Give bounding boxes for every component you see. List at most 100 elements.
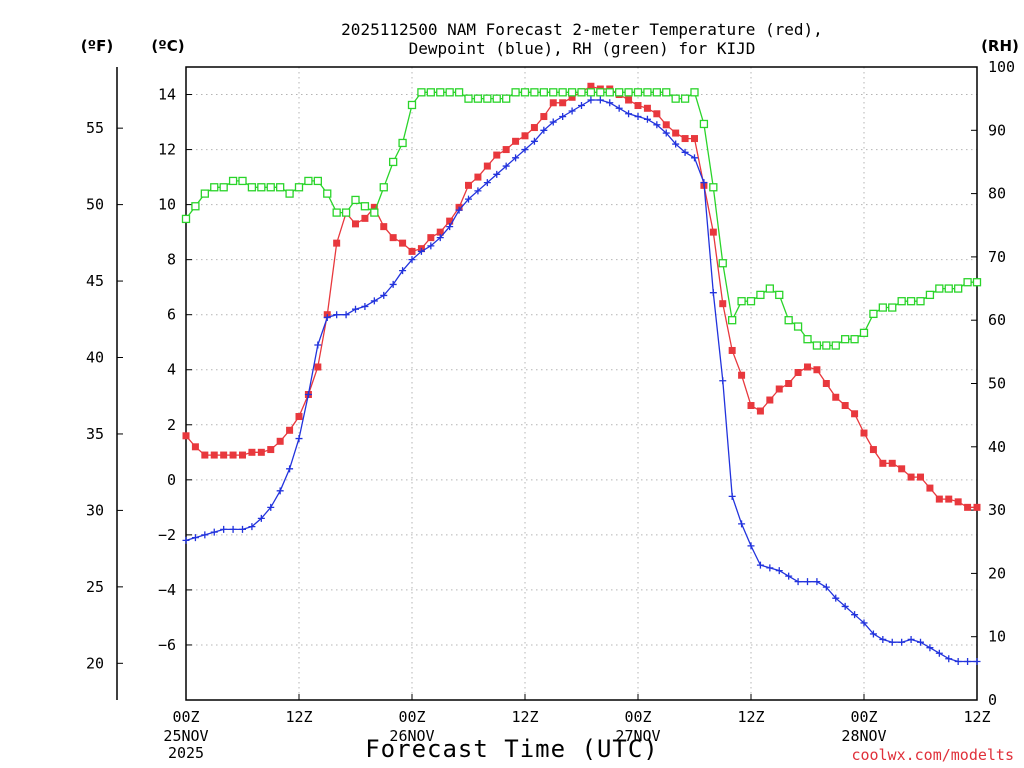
dewpoint-point [408,256,416,264]
dewpoint-point [813,578,821,586]
dewpoint-point [483,179,491,187]
temperature-point [512,137,520,145]
dewpoint-point [615,104,623,112]
fahrenheit-unit-label: (ºF) [81,37,113,55]
temperature-point [257,448,265,456]
rh-point [662,88,671,97]
dewpoint-point [691,154,698,162]
rh-point [784,316,793,325]
temperature-point [738,371,746,379]
dewpoint-point [304,391,312,399]
temperature-point [935,495,943,503]
dewpoint-point [427,242,435,250]
temperature-point [945,495,953,503]
temperature-point [521,132,529,140]
dewpoint-point [643,115,651,123]
rh-point [718,259,727,268]
temperature-point [474,173,482,181]
fahrenheit-tick-label: 30 [86,501,104,519]
rh-point [775,290,784,300]
celsius-tick-label: −2 [158,526,176,544]
rh-point [360,202,370,211]
temperature-point [210,451,218,459]
rh-point [765,284,774,293]
rh-point [803,335,812,344]
dewpoint-point [822,583,830,591]
temperature-point [333,239,341,247]
rh-point [680,94,690,103]
dewpoint-point [191,534,199,542]
dewpoint-point [907,635,915,643]
plot-frame [185,66,978,701]
dewpoint-point [182,536,190,544]
dewpoint-point [314,341,322,349]
rh-point [502,94,511,103]
dewpoint-point [295,435,303,443]
dewpoint-point [898,638,906,646]
dewpoint-point [455,206,463,214]
temperature-point [634,102,642,110]
dewpoint-point [436,234,444,242]
temperature-point [191,443,199,451]
temperature-point [747,402,755,410]
temperature-point [540,113,548,121]
celsius-tick-label: 8 [167,251,176,269]
rh-point [238,176,247,186]
x-tick-time-label: 00Z [398,708,425,726]
dewpoint-point [945,655,953,663]
temperature-point [625,96,633,104]
dewpoint-point [709,289,717,297]
dewpoint-point [587,96,595,104]
dewpoint-point [540,126,548,134]
rh-point [906,297,916,306]
rh-tick-label: 30 [988,501,1006,519]
temperature-point [483,162,491,170]
temperature-point [493,151,501,159]
dewpoint-point [766,564,774,572]
temperature-point [502,146,510,154]
dewpoint-point [926,644,934,652]
rh-point [341,208,351,217]
temperature-point [380,223,388,231]
dewpoint-point [775,567,783,575]
rh-point [492,94,501,103]
rh-point [878,303,887,312]
rh-point [445,88,454,97]
temperature-point [643,104,651,112]
rh-point [577,88,586,97]
temperature-point [436,228,444,236]
rh-point [954,284,963,293]
rh-point [793,322,803,331]
chart-title-line-1: 2025112500 NAM Forecast 2-meter Temperat… [341,20,823,39]
dewpoint-point [568,107,576,115]
dewpoint-point [239,525,246,533]
celsius-tick-label: −6 [158,636,176,654]
rh-point [483,94,492,103]
dewpoint-point [530,137,538,145]
rh-point [944,284,953,293]
dewpoint-point [841,602,849,610]
dewpoint-point [361,302,369,310]
rh-point [379,183,388,192]
dewpoint-point [653,121,661,129]
rh-point [624,88,633,97]
rh-point [351,195,360,205]
temperature-point [465,181,472,189]
dewpoint-point [756,561,764,569]
rh-point [181,214,191,224]
dewpoint-point [220,525,228,533]
celsius-tick-label: 10 [158,196,176,214]
dewpoint-point [286,465,294,473]
temperature-point [399,239,407,247]
dewpoint-point [973,657,981,665]
x-tick-time-label: 12Z [285,708,312,726]
temperature-point [964,503,972,511]
rh-point [285,189,294,198]
temperature-point [888,459,896,467]
rh-point [332,208,341,217]
dewpoint-point [352,305,359,313]
rh-point [709,183,718,192]
chart-title-line-2: Dewpoint (blue), RH (green) for KIJD [409,39,756,58]
rh-point [935,284,944,293]
